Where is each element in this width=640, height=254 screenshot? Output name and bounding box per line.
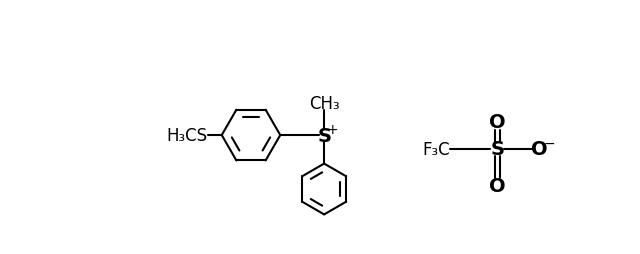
Text: +: + bbox=[326, 122, 338, 136]
Text: F₃C: F₃C bbox=[422, 140, 450, 158]
Text: S: S bbox=[490, 140, 504, 159]
Text: −: − bbox=[543, 136, 555, 150]
Text: CH₃: CH₃ bbox=[309, 94, 339, 112]
Text: O: O bbox=[489, 177, 506, 196]
Text: S: S bbox=[317, 126, 331, 145]
Text: O: O bbox=[531, 140, 548, 159]
Text: O: O bbox=[489, 113, 506, 132]
Text: H₃CS: H₃CS bbox=[167, 126, 208, 145]
